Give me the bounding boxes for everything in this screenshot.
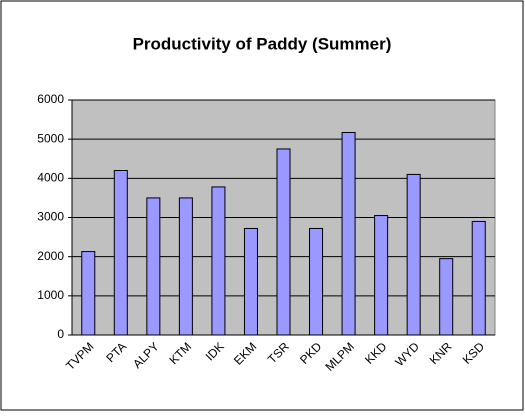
chart-title: Productivity of Paddy (Summer) [133,34,392,53]
y-tick-label: 5000 [37,131,64,145]
bar [439,258,454,336]
bar [309,227,324,336]
bar [471,220,486,336]
bar [374,215,389,336]
bar [243,227,258,336]
bar [81,251,96,336]
bar [178,197,193,336]
bar [211,186,226,336]
y-tick-label: 3000 [37,210,64,224]
bar [406,173,421,336]
y-tick-label: 1000 [37,288,64,302]
bar [276,148,291,336]
bar [113,170,128,336]
bar [146,197,161,336]
y-tick-label: 2000 [37,249,64,263]
y-tick-label: 4000 [37,171,64,185]
y-tick-label: 0 [57,327,64,341]
y-tick-label: 6000 [37,92,64,106]
bar [341,132,356,336]
